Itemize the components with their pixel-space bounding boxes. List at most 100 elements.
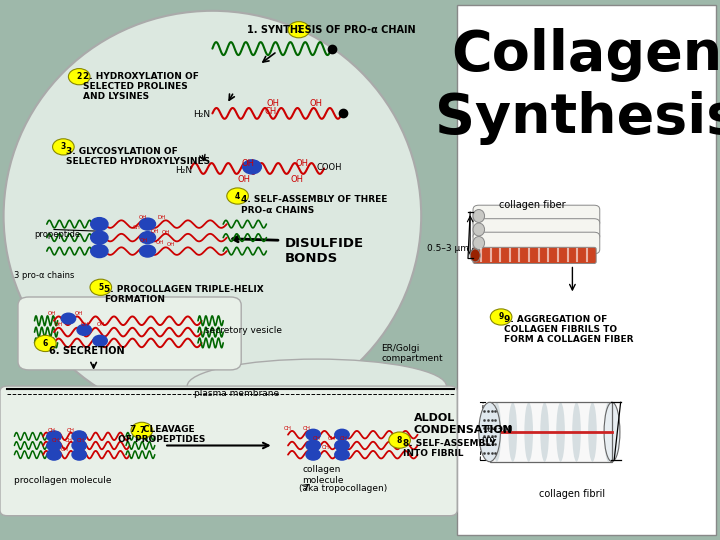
FancyBboxPatch shape	[473, 232, 600, 254]
Text: OH: OH	[310, 99, 323, 108]
Circle shape	[77, 325, 91, 335]
Ellipse shape	[604, 402, 620, 462]
FancyBboxPatch shape	[473, 205, 600, 227]
Text: OH: OH	[238, 176, 251, 184]
Text: OH: OH	[328, 436, 335, 441]
Text: 5. PROCOLLAGEN TRIPLE-HELIX
FORMATION: 5. PROCOLLAGEN TRIPLE-HELIX FORMATION	[104, 285, 264, 304]
Text: Collagen
Synthesis: Collagen Synthesis	[435, 28, 720, 145]
Circle shape	[68, 69, 90, 85]
Text: DH: DH	[158, 214, 166, 220]
Ellipse shape	[473, 223, 485, 236]
FancyBboxPatch shape	[18, 297, 241, 370]
Text: 7: 7	[139, 426, 145, 435]
Circle shape	[61, 313, 76, 324]
Text: OH: OH	[284, 426, 292, 431]
Circle shape	[91, 245, 108, 258]
Text: 3: 3	[60, 143, 66, 151]
Text: OH: OH	[48, 312, 56, 316]
Bar	[490, 402, 612, 462]
Text: plasma membrane: plasma membrane	[194, 389, 279, 397]
Text: ER/Golgi
compartment: ER/Golgi compartment	[382, 344, 444, 363]
Circle shape	[227, 188, 248, 204]
Text: OH: OH	[48, 428, 55, 433]
Text: OH: OH	[295, 159, 308, 167]
Text: OH: OH	[61, 447, 68, 452]
Text: 8. SELF-ASSEMBLY
INTO FIBRIL: 8. SELF-ASSEMBLY INTO FIBRIL	[403, 438, 496, 458]
FancyBboxPatch shape	[473, 247, 596, 264]
Circle shape	[91, 231, 108, 244]
Text: OH: OH	[81, 322, 89, 327]
Circle shape	[72, 431, 86, 442]
Text: 3. GLYCOSYLATION OF
SELECTED HYDROXYLYSINES: 3. GLYCOSYLATION OF SELECTED HYDROXYLYSI…	[66, 147, 210, 166]
Circle shape	[35, 335, 56, 352]
Text: 4: 4	[235, 192, 240, 200]
Text: ALDOL
CONDENSATION: ALDOL CONDENSATION	[414, 413, 513, 435]
Text: collagen
molecule: collagen molecule	[302, 465, 344, 485]
Text: OH: OH	[167, 241, 176, 247]
Circle shape	[306, 440, 320, 451]
Text: 8: 8	[397, 436, 402, 444]
Text: OH: OH	[266, 99, 279, 108]
Circle shape	[91, 218, 108, 231]
Ellipse shape	[470, 249, 480, 262]
Text: propeptide: propeptide	[35, 231, 81, 239]
Circle shape	[140, 245, 156, 257]
Circle shape	[335, 429, 349, 440]
Ellipse shape	[557, 402, 565, 462]
Text: CH: CH	[264, 107, 276, 116]
Text: procollagen molecule: procollagen molecule	[14, 476, 112, 485]
Text: CH: CH	[133, 225, 140, 231]
Circle shape	[335, 449, 349, 460]
Circle shape	[335, 440, 349, 451]
Text: 9. AGGREGATION OF
COLLAGEN FIBRILS TO
FORM A COLLAGEN FIBER: 9. AGGREGATION OF COLLAGEN FIBRILS TO FO…	[504, 314, 634, 345]
Text: (aka tropocollagen): (aka tropocollagen)	[299, 484, 387, 493]
Text: OH: OH	[322, 446, 329, 450]
Ellipse shape	[473, 210, 485, 222]
Text: OH: OH	[53, 438, 60, 443]
Ellipse shape	[540, 402, 549, 462]
Ellipse shape	[473, 237, 485, 249]
FancyBboxPatch shape	[0, 386, 457, 516]
Text: OH: OH	[55, 322, 63, 327]
Circle shape	[72, 449, 86, 460]
Circle shape	[131, 422, 153, 438]
Text: 1: 1	[296, 25, 302, 34]
Text: 1. SYNTHESIS OF PRO-α CHAIN: 1. SYNTHESIS OF PRO-α CHAIN	[247, 25, 415, 35]
Text: 3 pro-α chains: 3 pro-α chains	[14, 271, 75, 280]
Text: secretory vesicle: secretory vesicle	[205, 326, 282, 335]
Text: OH: OH	[313, 436, 320, 441]
Text: OH: OH	[96, 322, 105, 327]
Circle shape	[243, 160, 261, 174]
Text: 2. HYDROXYLATION OF
SELECTED PROLINES
AND LYSINES: 2. HYDROXYLATION OF SELECTED PROLINES AN…	[83, 71, 199, 102]
Text: 4. SELF-ASSEMBLY OF THREE
PRO-α CHAINS: 4. SELF-ASSEMBLY OF THREE PRO-α CHAINS	[241, 195, 387, 215]
Circle shape	[140, 232, 156, 244]
FancyBboxPatch shape	[457, 5, 716, 535]
Text: OH: OH	[341, 436, 348, 441]
Text: OH: OH	[291, 176, 304, 184]
Ellipse shape	[4, 11, 421, 421]
Text: 2: 2	[76, 72, 82, 81]
Ellipse shape	[508, 402, 517, 462]
Text: OH: OH	[303, 426, 310, 431]
Ellipse shape	[479, 402, 500, 462]
Text: DISULFIDE
BONDS: DISULFIDE BONDS	[284, 237, 364, 265]
Text: OH: OH	[67, 428, 74, 433]
Circle shape	[47, 431, 61, 442]
Circle shape	[53, 139, 74, 155]
Text: OH: OH	[77, 438, 84, 443]
Bar	[490, 402, 612, 462]
Text: 7. CLEAVAGE
OF PROPEPTIDES: 7. CLEAVAGE OF PROPEPTIDES	[118, 425, 206, 444]
Text: 0.5–3 μm: 0.5–3 μm	[427, 244, 469, 253]
Text: collagen fiber: collagen fiber	[500, 200, 566, 210]
Text: 6. SECRETION: 6. SECRETION	[49, 346, 125, 356]
Ellipse shape	[572, 402, 581, 462]
Text: COOH: COOH	[317, 163, 342, 172]
Text: 5: 5	[98, 283, 104, 292]
Text: 10–300
nm: 10–300 nm	[482, 425, 513, 444]
Ellipse shape	[604, 402, 613, 462]
Text: 6: 6	[42, 339, 48, 348]
Ellipse shape	[524, 402, 533, 462]
Circle shape	[490, 309, 512, 325]
Circle shape	[306, 449, 320, 460]
Ellipse shape	[588, 402, 597, 462]
